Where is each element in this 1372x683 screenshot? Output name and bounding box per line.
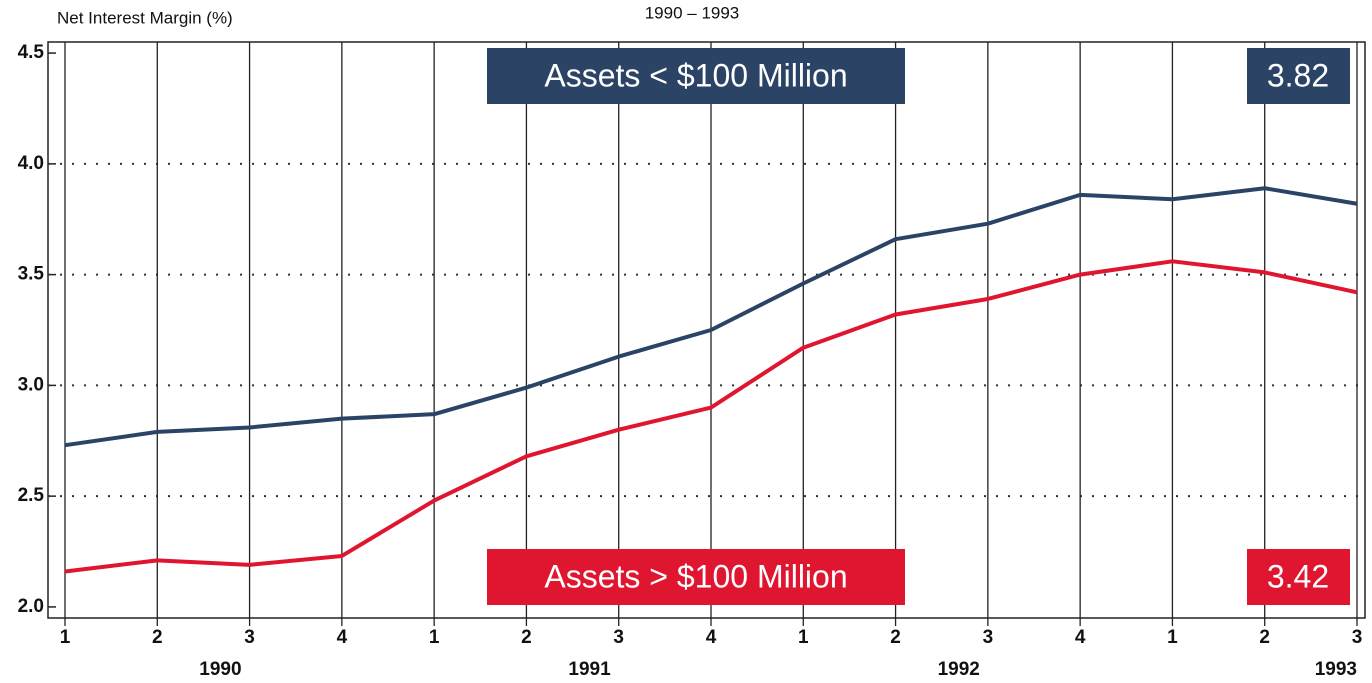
- end-value-box: [1247, 48, 1350, 104]
- x-tick-label: 3: [983, 627, 994, 648]
- x-tick-label: 1: [60, 627, 71, 648]
- year-label: 1993: [1315, 659, 1357, 680]
- year-label: 1992: [938, 659, 980, 680]
- legend-label: Assets > $100 Million: [544, 558, 847, 594]
- year-label: 1990: [199, 659, 241, 680]
- legend-label: Assets < $100 Million: [544, 57, 847, 93]
- plot-frame: [47, 41, 1366, 619]
- x-tick-label: 3: [613, 627, 624, 648]
- end-value-label: 3.82: [1267, 57, 1329, 93]
- x-tick-label: 4: [337, 627, 348, 648]
- x-tick-label: 3: [244, 627, 255, 648]
- chart-title: 1990 – 1993: [645, 3, 740, 22]
- legend-box: [487, 549, 905, 605]
- y-tick-label: 4.5: [18, 42, 45, 63]
- x-tick-label: 2: [521, 627, 532, 648]
- y-axis-label: Net Interest Margin (%): [57, 8, 233, 27]
- x-tick-label: 1: [798, 627, 809, 648]
- y-tick-label: 2.5: [18, 485, 45, 506]
- x-tick-label: 1: [1167, 627, 1178, 648]
- x-tick-label: 3: [1352, 627, 1363, 648]
- legend-box: [487, 48, 905, 104]
- y-tick-label: 3.0: [18, 374, 44, 395]
- x-tick-label: 2: [890, 627, 901, 648]
- x-tick-label: 2: [1259, 627, 1270, 648]
- end-value-box: [1247, 549, 1350, 605]
- x-tick-label: 2: [152, 627, 163, 648]
- x-tick-label: 1: [429, 627, 440, 648]
- series-line: [64, 186, 1358, 448]
- y-tick-label: 2.0: [18, 596, 44, 617]
- year-label: 1991: [568, 659, 611, 680]
- x-tick-label: 4: [1075, 627, 1086, 648]
- y-tick-label: 3.5: [18, 264, 45, 285]
- y-tick-label: 4.0: [18, 153, 44, 174]
- x-tick-label: 4: [706, 627, 717, 648]
- series-line: [64, 259, 1358, 574]
- end-value-label: 3.42: [1267, 558, 1329, 594]
